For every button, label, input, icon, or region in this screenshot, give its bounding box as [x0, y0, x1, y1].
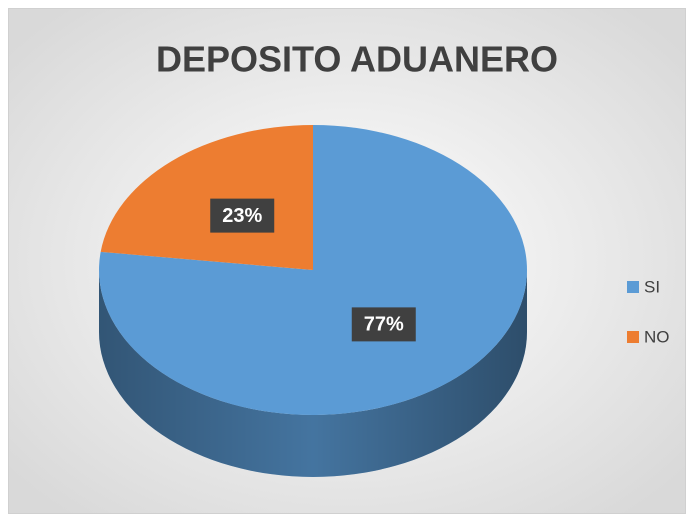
data-label: 77% — [364, 314, 404, 336]
legend-swatch — [627, 331, 639, 343]
pie: 77% 23% — [98, 125, 527, 477]
legend-swatch — [627, 281, 639, 293]
side-shade — [99, 270, 527, 477]
data-label-box — [351, 307, 416, 342]
pie-slice — [100, 125, 313, 270]
legend-label: NO — [644, 327, 670, 346]
data-label-box — [210, 198, 275, 233]
legend-label: SI — [644, 277, 660, 296]
data-label: 23% — [222, 205, 262, 227]
legend: SI NO — [627, 277, 670, 346]
chart-title: DEPOSITO ADUANERO — [156, 39, 558, 80]
